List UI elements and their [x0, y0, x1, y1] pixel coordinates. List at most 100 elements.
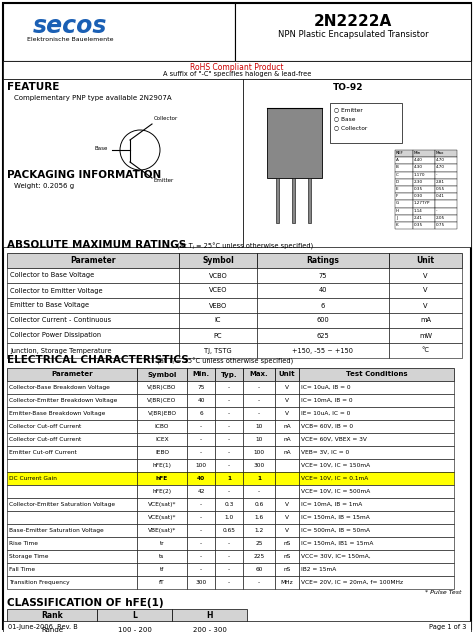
Text: 75: 75 [319, 272, 327, 279]
Bar [137, 563, 187, 576]
Text: * Pulse Test: * Pulse Test [426, 590, 462, 595]
Bar [275, 446, 299, 459]
Bar [330, 103, 402, 143]
Text: 1: 1 [257, 476, 261, 481]
Bar [215, 381, 243, 394]
Bar [215, 550, 243, 563]
Text: Max.: Max. [250, 372, 268, 377]
Text: 6: 6 [199, 411, 203, 416]
Bar [3, 621, 471, 632]
Text: Min: Min [414, 151, 421, 155]
Text: 1.2: 1.2 [255, 528, 264, 533]
Bar [137, 420, 187, 433]
Text: 0.35: 0.35 [414, 223, 423, 227]
Bar [137, 472, 187, 485]
Bar [187, 576, 215, 589]
Bar [243, 498, 275, 511]
Text: DC Current Gain: DC Current Gain [9, 476, 57, 481]
Bar [3, 61, 471, 79]
Text: FEATURE: FEATURE [7, 82, 59, 92]
Text: ICBO: ICBO [155, 424, 169, 429]
Bar [187, 459, 215, 472]
Text: Rise Time: Rise Time [9, 541, 38, 546]
Text: -: - [258, 489, 260, 494]
Text: Collector Cut-off Current: Collector Cut-off Current [9, 437, 81, 442]
Bar [389, 328, 462, 343]
Text: IC= 10mA, IB = 0: IC= 10mA, IB = 0 [301, 398, 353, 403]
Text: V(BR)CBO: V(BR)CBO [147, 385, 177, 390]
Text: V: V [423, 272, 428, 279]
Text: 4.40: 4.40 [414, 158, 423, 162]
Text: 0.65: 0.65 [222, 528, 236, 533]
Text: H: H [396, 209, 399, 212]
Bar [187, 381, 215, 394]
Bar [276, 178, 280, 223]
Bar [435, 215, 457, 222]
Bar [137, 459, 187, 472]
Bar [179, 283, 257, 298]
Bar [7, 576, 137, 589]
Bar [243, 472, 275, 485]
Text: VCE= 10V, IC = 500mA: VCE= 10V, IC = 500mA [301, 489, 370, 494]
Bar [275, 524, 299, 537]
Bar [243, 394, 275, 407]
Text: 01-June-2006  Rev. B: 01-June-2006 Rev. B [8, 624, 78, 629]
Text: nA: nA [283, 437, 291, 442]
Bar [435, 157, 457, 164]
Bar [137, 511, 187, 524]
Bar [257, 343, 389, 358]
Bar [7, 381, 137, 394]
Text: V: V [285, 502, 289, 507]
Text: PC: PC [214, 332, 222, 339]
Bar [137, 537, 187, 550]
Bar [215, 368, 243, 381]
Bar [413, 222, 435, 229]
Text: VCBO: VCBO [209, 272, 228, 279]
Text: V: V [423, 303, 428, 308]
Text: mW: mW [419, 332, 432, 339]
Text: RoHS Compliant Product: RoHS Compliant Product [190, 63, 284, 72]
Bar [179, 343, 257, 358]
Bar [257, 268, 389, 283]
Bar [243, 407, 275, 420]
Bar [7, 313, 179, 328]
Bar [275, 576, 299, 589]
Bar [187, 498, 215, 511]
Text: -: - [200, 515, 202, 520]
Text: Collector Power Dissipation: Collector Power Dissipation [10, 332, 101, 339]
Text: nA: nA [283, 450, 291, 455]
Text: -: - [228, 398, 230, 403]
Bar [215, 498, 243, 511]
Text: VCE= 10V, IC = 0.1mA: VCE= 10V, IC = 0.1mA [301, 476, 368, 481]
Text: D: D [396, 179, 399, 184]
Bar [187, 394, 215, 407]
Text: 40: 40 [197, 398, 205, 403]
Text: Symbol: Symbol [147, 372, 177, 377]
Bar [137, 407, 187, 420]
Text: PACKAGING INFORMATION: PACKAGING INFORMATION [7, 170, 161, 180]
Bar [299, 485, 454, 498]
Bar [172, 623, 247, 632]
Text: V: V [285, 398, 289, 403]
Bar [395, 193, 413, 200]
Text: Collector to Emitter Voltage: Collector to Emitter Voltage [10, 288, 103, 293]
Text: VCC= 30V, IC= 150mA,: VCC= 30V, IC= 150mA, [301, 554, 371, 559]
Bar [7, 368, 137, 381]
Bar [7, 498, 137, 511]
Text: H: H [206, 612, 213, 621]
Text: tr: tr [160, 541, 164, 546]
Bar [413, 164, 435, 172]
Text: Unit: Unit [279, 372, 295, 377]
Text: TJ, TSTG: TJ, TSTG [204, 348, 232, 353]
Bar [395, 200, 413, 207]
Text: Collector-Emitter Saturation Voltage: Collector-Emitter Saturation Voltage [9, 502, 115, 507]
Bar [299, 472, 454, 485]
Bar [243, 433, 275, 446]
Text: Junction, Storage Temperature: Junction, Storage Temperature [10, 348, 111, 353]
Bar [179, 298, 257, 313]
Text: Parameter: Parameter [51, 372, 93, 377]
Text: hFE(1): hFE(1) [153, 463, 172, 468]
Text: IB2 = 15mA: IB2 = 15mA [301, 567, 336, 572]
Text: Typ.: Typ. [221, 372, 237, 377]
Text: -: - [200, 437, 202, 442]
